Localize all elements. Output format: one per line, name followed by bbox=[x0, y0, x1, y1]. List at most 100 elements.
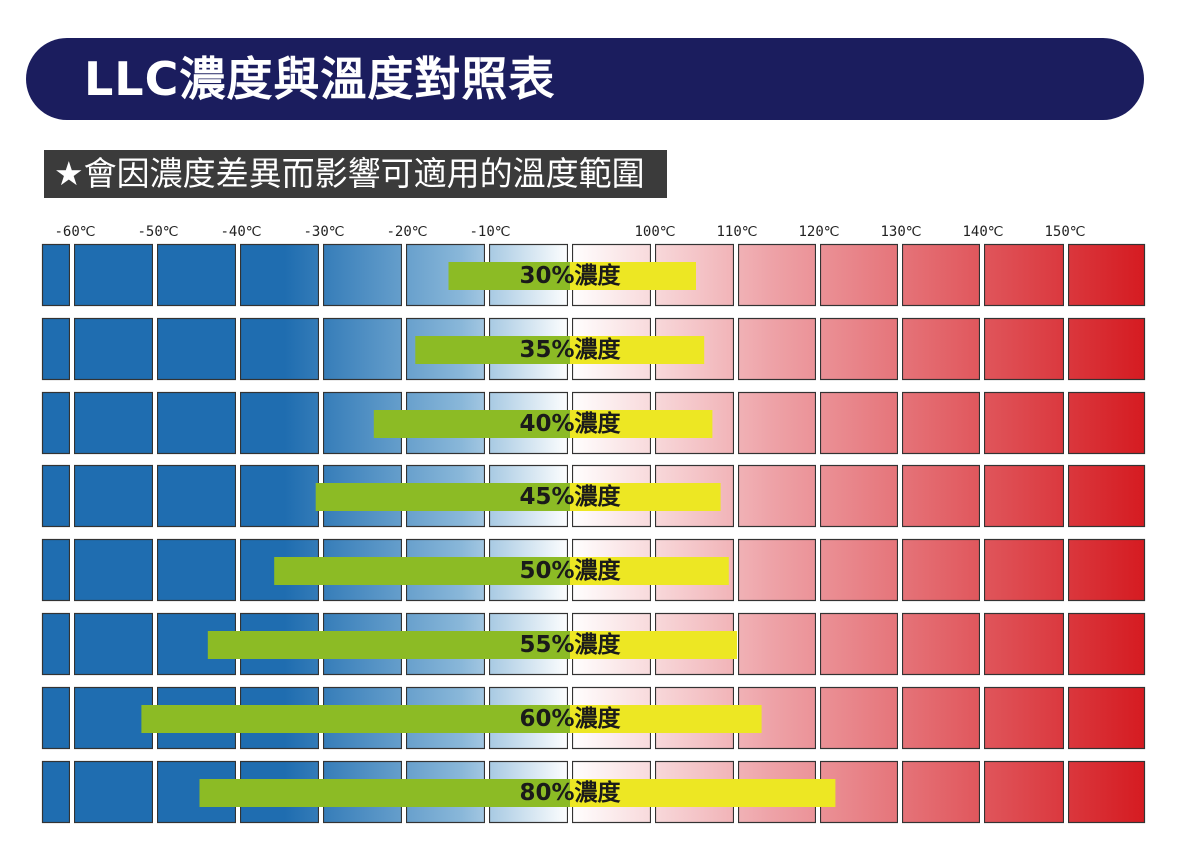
cell-separator bbox=[236, 392, 240, 454]
cell-separator bbox=[734, 318, 738, 380]
cell-separator bbox=[402, 318, 406, 380]
cell-separator bbox=[70, 244, 74, 306]
cell-separator bbox=[980, 244, 984, 306]
chart-row: 55%濃度 bbox=[41, 612, 1146, 676]
row-cell bbox=[901, 317, 981, 381]
chart-row: 50%濃度 bbox=[41, 538, 1146, 602]
row-cell bbox=[737, 317, 817, 381]
row-cell bbox=[983, 464, 1065, 528]
row-cell bbox=[1067, 464, 1146, 528]
range-bar-low-segment bbox=[373, 410, 570, 438]
x-tick-label: 100℃ bbox=[634, 224, 675, 240]
range-bar-label: 55%濃度 bbox=[519, 631, 621, 658]
page-title: LLC濃度與溫度對照表 bbox=[84, 52, 556, 106]
row-cell bbox=[73, 391, 154, 455]
row-cell bbox=[737, 391, 817, 455]
chart-row: 60%濃度 bbox=[41, 686, 1146, 750]
chart-row: 45%濃度 bbox=[41, 464, 1146, 528]
row-cell bbox=[901, 760, 981, 824]
cell-separator bbox=[236, 244, 240, 306]
cell-separator bbox=[70, 392, 74, 454]
cell-separator bbox=[816, 465, 820, 527]
row-cell bbox=[819, 686, 899, 750]
cell-separator bbox=[153, 761, 157, 823]
range-bar-low-segment bbox=[207, 631, 571, 659]
cell-separator bbox=[980, 465, 984, 527]
cell-separator bbox=[153, 613, 157, 675]
range-bar-label: 45%濃度 bbox=[519, 483, 621, 510]
row-cell bbox=[1067, 760, 1146, 824]
cell-separator bbox=[816, 244, 820, 306]
cell-separator bbox=[898, 539, 902, 601]
x-tick-label: 120℃ bbox=[798, 224, 839, 240]
row-cell bbox=[983, 391, 1065, 455]
row-cell bbox=[983, 243, 1065, 307]
cell-separator bbox=[980, 687, 984, 749]
range-bar-high-segment bbox=[570, 779, 836, 807]
x-tick-label: -40℃ bbox=[220, 224, 261, 240]
cell-separator bbox=[898, 761, 902, 823]
cell-separator bbox=[734, 539, 738, 601]
range-bar-low-segment bbox=[315, 483, 570, 511]
row-cell bbox=[983, 538, 1065, 602]
row-cell bbox=[901, 538, 981, 602]
row-cell bbox=[156, 317, 237, 381]
x-axis-ticks: -60℃ -50℃ -40℃ -30℃ -20℃ -10℃ 100℃ 110℃ 120℃ 130℃… bbox=[54, 224, 1085, 240]
range-bar-high-segment bbox=[570, 336, 705, 364]
cell-separator bbox=[816, 318, 820, 380]
row-cell bbox=[737, 538, 817, 602]
cell-separator bbox=[816, 687, 820, 749]
cell-separator bbox=[70, 761, 74, 823]
cell-separator bbox=[1064, 318, 1068, 380]
row-cell bbox=[737, 243, 817, 307]
row-cell bbox=[73, 243, 154, 307]
range-bar-high-segment bbox=[570, 483, 721, 511]
row-cell bbox=[41, 391, 71, 455]
x-tick-label: -30℃ bbox=[303, 224, 344, 240]
cell-separator bbox=[153, 539, 157, 601]
cell-separator bbox=[236, 318, 240, 380]
cell-separator bbox=[319, 318, 323, 380]
cell-separator bbox=[1064, 613, 1068, 675]
cell-separator bbox=[734, 392, 738, 454]
row-cell bbox=[1067, 686, 1146, 750]
cell-separator bbox=[153, 392, 157, 454]
row-cell bbox=[73, 760, 154, 824]
cell-separator bbox=[980, 539, 984, 601]
row-cell bbox=[819, 317, 899, 381]
cell-separator bbox=[236, 465, 240, 527]
range-bar-low-segment bbox=[448, 262, 570, 290]
row-cell bbox=[1067, 391, 1146, 455]
cell-separator bbox=[1064, 244, 1068, 306]
row-cell bbox=[322, 243, 403, 307]
row-cell bbox=[901, 612, 981, 676]
range-bar-low-segment bbox=[274, 557, 570, 585]
row-cell bbox=[737, 612, 817, 676]
subtitle: ★會因濃度差異而影響可適用的溫度範圍 bbox=[54, 154, 645, 193]
cell-separator bbox=[898, 392, 902, 454]
cell-separator bbox=[816, 392, 820, 454]
row-cell bbox=[819, 391, 899, 455]
cell-separator bbox=[898, 687, 902, 749]
x-tick-label: -60℃ bbox=[54, 224, 95, 240]
x-tick-label: -10℃ bbox=[469, 224, 510, 240]
row-cell bbox=[41, 760, 71, 824]
row-cell bbox=[73, 317, 154, 381]
row-cell bbox=[41, 538, 71, 602]
cell-separator bbox=[898, 318, 902, 380]
cell-separator bbox=[402, 244, 406, 306]
row-cell bbox=[819, 464, 899, 528]
row-cell bbox=[819, 538, 899, 602]
range-bar-low-segment bbox=[141, 705, 570, 733]
row-cell bbox=[41, 243, 71, 307]
x-tick-label: 140℃ bbox=[962, 224, 1003, 240]
x-tick-label: -20℃ bbox=[386, 224, 427, 240]
x-tick-label: 150℃ bbox=[1044, 224, 1085, 240]
cell-separator bbox=[153, 244, 157, 306]
cell-separator bbox=[1064, 687, 1068, 749]
cell-separator bbox=[319, 392, 323, 454]
chart-row: 80%濃度 bbox=[41, 760, 1146, 824]
row-cell bbox=[41, 317, 71, 381]
row-cell bbox=[1067, 538, 1146, 602]
